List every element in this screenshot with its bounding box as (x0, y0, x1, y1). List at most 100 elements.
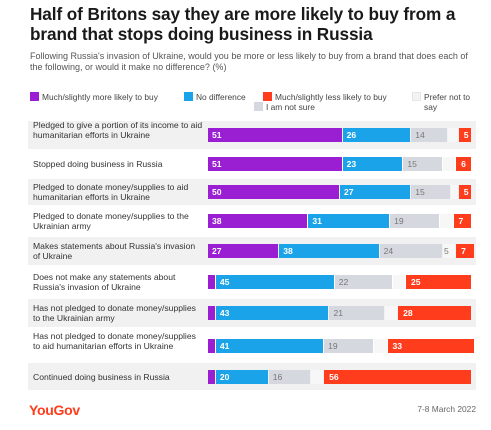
bar-segment-less (458, 128, 471, 142)
bar-segment-more (208, 369, 215, 384)
legend-label-not-sure: I am not sure (266, 102, 315, 112)
data-label: 26 (346, 130, 357, 140)
bar-segment-no-difference (215, 275, 334, 289)
data-label: 14 (415, 130, 425, 140)
data-label: 31 (312, 216, 322, 226)
data-label: 23 (346, 159, 357, 169)
data-label: 33 (392, 340, 403, 351)
bar-segment-more (208, 306, 215, 320)
bar-segment-less (458, 185, 471, 199)
data-label: 22 (338, 277, 349, 287)
legend-swatch-prefer-not (412, 92, 421, 101)
bar-segment-more (208, 275, 215, 289)
legend-label-more: Much/slightly more likely to buy (42, 92, 158, 102)
row-label: Has not pledged to donate money/supplies… (33, 330, 196, 351)
data-label: 19 (394, 216, 404, 226)
data-label: 25 (411, 277, 421, 287)
legend-label-prefer-not: Prefer not to say (424, 92, 471, 112)
data-label: 38 (212, 216, 222, 226)
data-label: 45 (219, 277, 230, 287)
bar-segment-prefer-not (442, 157, 456, 171)
row-label: Pledged to donate money/supplies to the … (33, 211, 189, 231)
bar-segment-prefer-not (374, 338, 387, 353)
bar-segment-prefer-not (450, 185, 458, 199)
bar-segment-not-sure (334, 275, 392, 289)
data-label: 5 (463, 130, 469, 140)
bar-segment-no-difference (215, 338, 324, 353)
row-label: Pledged to donate money/supplies to aid … (33, 182, 189, 202)
bar-segment-prefer-not (440, 214, 453, 228)
legend-label-less: Much/slightly less likely to buy (275, 92, 387, 102)
bar-segment-not-sure (324, 338, 374, 353)
data-label: 16 (272, 371, 283, 382)
data-label: 51 (212, 159, 222, 169)
data-label: 19 (328, 340, 338, 351)
bar-segment-less (324, 369, 471, 384)
bar-segment-more (208, 244, 279, 258)
bar-segment-prefer-not (384, 306, 398, 320)
bar-segment-no-difference (340, 185, 411, 199)
bar-segment-not-sure (390, 214, 440, 228)
bar-segment-more (208, 338, 215, 353)
bar-segment-less (456, 244, 474, 258)
legend-swatch-no-difference (184, 92, 193, 101)
data-label: 5 (443, 246, 449, 256)
data-label: 38 (283, 246, 293, 256)
legend-swatch-less (263, 92, 272, 101)
row-label: Has not pledged to donate money/supplies… (33, 303, 196, 323)
bar-segment-not-sure (329, 306, 384, 320)
data-label: 21 (333, 308, 343, 318)
data-label: 50 (212, 187, 222, 197)
data-label: 7 (461, 246, 466, 256)
row-label: Continued doing business in Russia (33, 371, 170, 382)
legend-swatch-not-sure (254, 102, 263, 111)
bar-segment-less (453, 214, 471, 228)
bar-segment-not-sure (379, 244, 442, 258)
bar-segment-prefer-not (392, 275, 405, 289)
row-label: Makes statements about Russia's invasion… (33, 241, 196, 261)
data-label: 51 (212, 130, 222, 140)
bar-segment-no-difference (308, 214, 390, 228)
bar-segment-more (208, 214, 308, 228)
legend-label-no-difference: No difference (196, 92, 246, 102)
data-label: 5 (463, 187, 469, 197)
row-label: Does not make any statements about Russi… (33, 272, 176, 292)
chart-subtitle: Following Russia's invasion of Ukraine, … (30, 51, 468, 72)
bar-segment-no-difference (215, 306, 329, 320)
bar-segment-not-sure (403, 157, 442, 171)
bar-segment-prefer-not (442, 244, 456, 258)
bar-segment-no-difference (342, 157, 403, 171)
bar-segment-more (208, 128, 342, 142)
data-label: 6 (461, 159, 466, 169)
bar-segment-less (456, 157, 471, 171)
bar-segment-more (208, 157, 342, 171)
row-label: Stopped doing business in Russia (33, 159, 163, 169)
bar-segment-prefer-not (310, 369, 324, 384)
data-label: 41 (219, 340, 230, 351)
data-label: 15 (415, 187, 425, 197)
data-label: 27 (344, 187, 354, 197)
bar-segment-prefer-not (448, 128, 458, 142)
data-label: 56 (329, 371, 339, 382)
bar-segment-no-difference (279, 244, 379, 258)
yougov-logo: YouGov (29, 402, 80, 418)
bar-segment-less (387, 338, 474, 353)
data-label: 24 (383, 246, 394, 256)
bar-segment-more (208, 185, 339, 199)
bar-segment-not-sure (411, 128, 448, 142)
bar-segment-no-difference (215, 369, 268, 384)
bar-segment-not-sure (411, 185, 450, 199)
legend-swatch-more (30, 92, 39, 101)
data-label: 15 (407, 159, 417, 169)
data-label: 27 (212, 246, 222, 256)
chart-title: Half of Britons say they are more likely… (30, 4, 456, 44)
data-label: 20 (219, 371, 230, 382)
bar-segment-less (406, 275, 471, 289)
bar-segment-not-sure (268, 369, 310, 384)
data-label: 28 (403, 308, 413, 318)
data-label: 43 (219, 308, 230, 318)
bar-segment-no-difference (342, 128, 411, 142)
row-label: Pledged to give a portion of its income … (33, 120, 203, 140)
bar-segment-less (398, 306, 471, 320)
